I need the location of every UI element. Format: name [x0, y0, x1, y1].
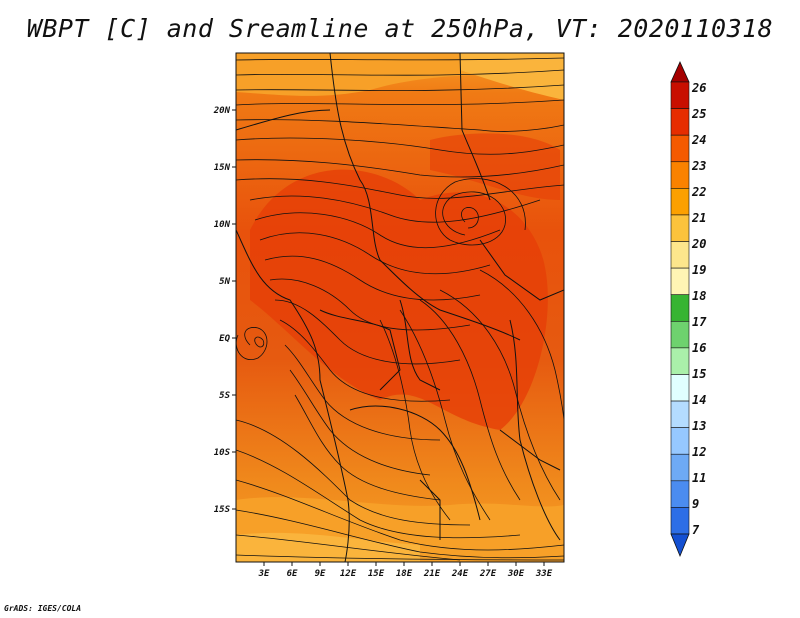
lon-label: 30E [507, 569, 525, 579]
colorbar-label: 14 [692, 393, 706, 407]
colorbar-cell [670, 507, 690, 535]
colorbar-cell [670, 267, 690, 296]
colorbar: 26 25 24 23 22 21 20 19 18 17 16 15 14 1… [670, 61, 707, 558]
streamlines [236, 57, 564, 561]
colorbar-cell [670, 188, 690, 216]
colorbar-label: 19 [692, 263, 706, 277]
colorbar-label: 15 [692, 367, 706, 381]
colorbar-label: 26 [691, 81, 706, 95]
colorbar-cell [670, 294, 690, 322]
lat-axis: 20N 15N 10N 5N EQ 5S 10S 15S [213, 106, 236, 515]
colorbar-label: 12 [692, 445, 706, 459]
map-plot-area [236, 53, 564, 562]
colorbar-label: 24 [691, 133, 706, 147]
colorbar-cell [670, 480, 690, 508]
colorbar-cell [670, 81, 690, 109]
colorbar-cell [670, 108, 690, 136]
lon-label: 6E [287, 569, 298, 579]
colorbar-label: 16 [692, 341, 706, 355]
lon-label: 18E [396, 569, 413, 579]
colorbar-cell [670, 374, 690, 402]
lon-label: 15E [368, 569, 385, 579]
colorbar-top-arrow [670, 61, 690, 83]
map-frame [235, 52, 565, 563]
lat-label: EQ [219, 334, 230, 344]
colorbar-label: 20 [691, 237, 706, 251]
colorbar-cell [670, 453, 690, 482]
colorbar-label: 25 [691, 107, 706, 121]
lat-label: 10N [214, 220, 231, 230]
colorbar-cell [670, 347, 690, 375]
colorbar-label: 18 [692, 289, 706, 303]
lat-label: 15N [214, 163, 231, 173]
cool-northeast-region [460, 53, 564, 100]
colorbar-label: 22 [691, 185, 706, 199]
colorbar-cell [670, 161, 690, 189]
lon-label: 24E [451, 569, 469, 579]
lat-label: 5S [219, 391, 230, 401]
warm-core-region [250, 169, 548, 430]
chart-title: WBPT [C] and Sreamline at 250hPa, VT: 20… [26, 14, 774, 43]
colorbar-label: 13 [692, 419, 706, 433]
lat-label: 20N [213, 106, 231, 116]
lon-label: 27E [479, 569, 497, 579]
colorbar-cell [670, 320, 690, 349]
colorbar-label: 17 [692, 315, 707, 329]
warm-north-region [430, 133, 560, 200]
colorbar-label: 7 [692, 523, 700, 537]
colorbar-label: 11 [692, 471, 706, 485]
colorbar-label: 21 [691, 211, 706, 225]
colorbar-cell [670, 400, 690, 428]
lon-label: 21E [423, 569, 441, 579]
lat-label: 15S [214, 505, 231, 515]
lon-label: 3E [258, 569, 270, 579]
colorbar-cell [670, 241, 690, 269]
lat-label: 10S [214, 448, 231, 458]
colorbar-cell [670, 134, 690, 163]
lon-axis: 3E 6E 9E 12E 15E 18E 21E 24E 27E 30E 33E [258, 562, 553, 579]
lon-label: 9E [315, 569, 326, 579]
colorbar-label: 23 [691, 159, 706, 173]
cool-southwest-region [236, 532, 420, 562]
colorbar-cell [670, 214, 690, 242]
lat-label: 5N [219, 277, 230, 287]
colorbar-cell [670, 427, 690, 455]
colorbar-label: 9 [692, 497, 699, 511]
credit-text: GrADS: IGES/COLA [4, 604, 82, 613]
lon-label: 12E [340, 569, 357, 579]
colorbar-bottom-arrow [670, 533, 690, 558]
lon-label: 33E [535, 569, 553, 579]
